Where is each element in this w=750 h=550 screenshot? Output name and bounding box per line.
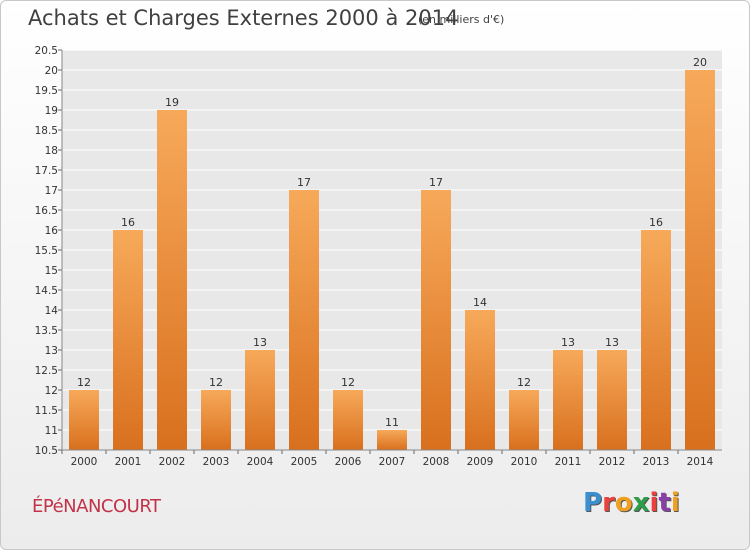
bar-value-label: 20	[693, 56, 707, 69]
y-tick-label: 15.5	[35, 245, 58, 257]
commune-name: ÉPéNANCOURT	[32, 496, 161, 517]
bar-value-label: 17	[297, 176, 311, 189]
x-axis-ticks: 2000 2001 2002 2003 2004 2005 2006 2007 2008 2009…	[61, 449, 722, 468]
bar-value-label: 13	[253, 336, 267, 349]
bar-value-label: 12	[517, 376, 531, 389]
y-tick-label: 16	[45, 225, 59, 237]
y-tick-label: 11.5	[35, 405, 58, 417]
bar-2003	[201, 390, 231, 450]
x-tick-label: 2010	[511, 456, 538, 468]
y-tick-label: 19.5	[35, 85, 58, 97]
x-tick-label: 2001	[115, 456, 142, 468]
y-tick-label: 18	[45, 145, 58, 157]
y-tick-label: 18.5	[35, 125, 58, 137]
x-tick-label: 2004	[247, 456, 274, 468]
bar-2004	[245, 350, 275, 450]
x-tick-label: 2002	[159, 456, 186, 468]
y-tick-label: 15	[45, 265, 58, 277]
y-tick-label: 12	[45, 385, 58, 397]
bar-2013	[641, 230, 671, 450]
x-tick-label: 2003	[203, 456, 230, 468]
x-tick-label: 2006	[335, 456, 362, 468]
x-tick-label: 2009	[467, 456, 494, 468]
bar-2006	[333, 390, 363, 450]
bar-2007	[377, 430, 407, 450]
y-tick-label: 16.5	[35, 205, 58, 217]
y-tick-label: 14	[45, 305, 59, 317]
x-tick-label: 2000	[71, 456, 98, 468]
y-tick-label: 11	[45, 425, 58, 437]
bar-2001	[113, 230, 143, 450]
bars: 12 16 19 12 13 17 12 11 17 14 12 13 13 16 20	[69, 56, 715, 450]
bar-value-label: 17	[429, 176, 443, 189]
bar-value-label: 14	[473, 296, 487, 309]
x-tick-label: 2013	[643, 456, 670, 468]
bar-value-label: 16	[649, 216, 663, 229]
x-tick-label: 2012	[599, 456, 626, 468]
bar-2014	[685, 70, 715, 450]
x-tick-label: 2008	[423, 456, 450, 468]
bar-value-label: 11	[385, 416, 399, 429]
y-tick-label: 20	[45, 65, 58, 77]
y-tick-label: 13.5	[35, 325, 58, 337]
y-tick-label: 20.5	[35, 45, 58, 57]
proxiti-logo: Proxiti	[583, 488, 680, 518]
x-tick-label: 2005	[291, 456, 318, 468]
bar-value-label: 12	[77, 376, 91, 389]
chart-title: Achats et Charges Externes 2000 à 2014	[28, 6, 459, 30]
bar-2005	[289, 190, 319, 450]
bar-value-label: 16	[121, 216, 135, 229]
y-tick-label: 14.5	[35, 285, 58, 297]
bar-2011	[553, 350, 583, 450]
bar-value-label: 12	[209, 376, 223, 389]
bar-2012	[597, 350, 627, 450]
x-tick-label: 2014	[687, 456, 714, 468]
chart-unit: (en milliers d'€)	[418, 13, 505, 26]
y-tick-label: 13	[45, 345, 58, 357]
bar-value-label: 12	[341, 376, 355, 389]
bar-2002	[157, 110, 187, 450]
y-axis-ticks: 10.5 11 11.5 12 12.5 13 13.5 14 14.5 15 15.5 16 16.5…	[35, 45, 63, 457]
bar-value-label: 13	[605, 336, 619, 349]
bar-2009	[465, 310, 495, 450]
y-tick-label: 17	[45, 185, 58, 197]
y-tick-label: 17.5	[35, 165, 58, 177]
bar-value-label: 13	[561, 336, 575, 349]
x-tick-label: 2011	[555, 456, 582, 468]
x-tick-label: 2007	[379, 456, 406, 468]
y-tick-label: 12.5	[35, 365, 58, 377]
y-tick-label: 10.5	[35, 445, 58, 457]
bar-2000	[69, 390, 99, 450]
bar-2010	[509, 390, 539, 450]
bar-value-label: 19	[165, 96, 179, 109]
bar-2008	[421, 190, 451, 450]
y-tick-label: 19	[45, 105, 58, 117]
